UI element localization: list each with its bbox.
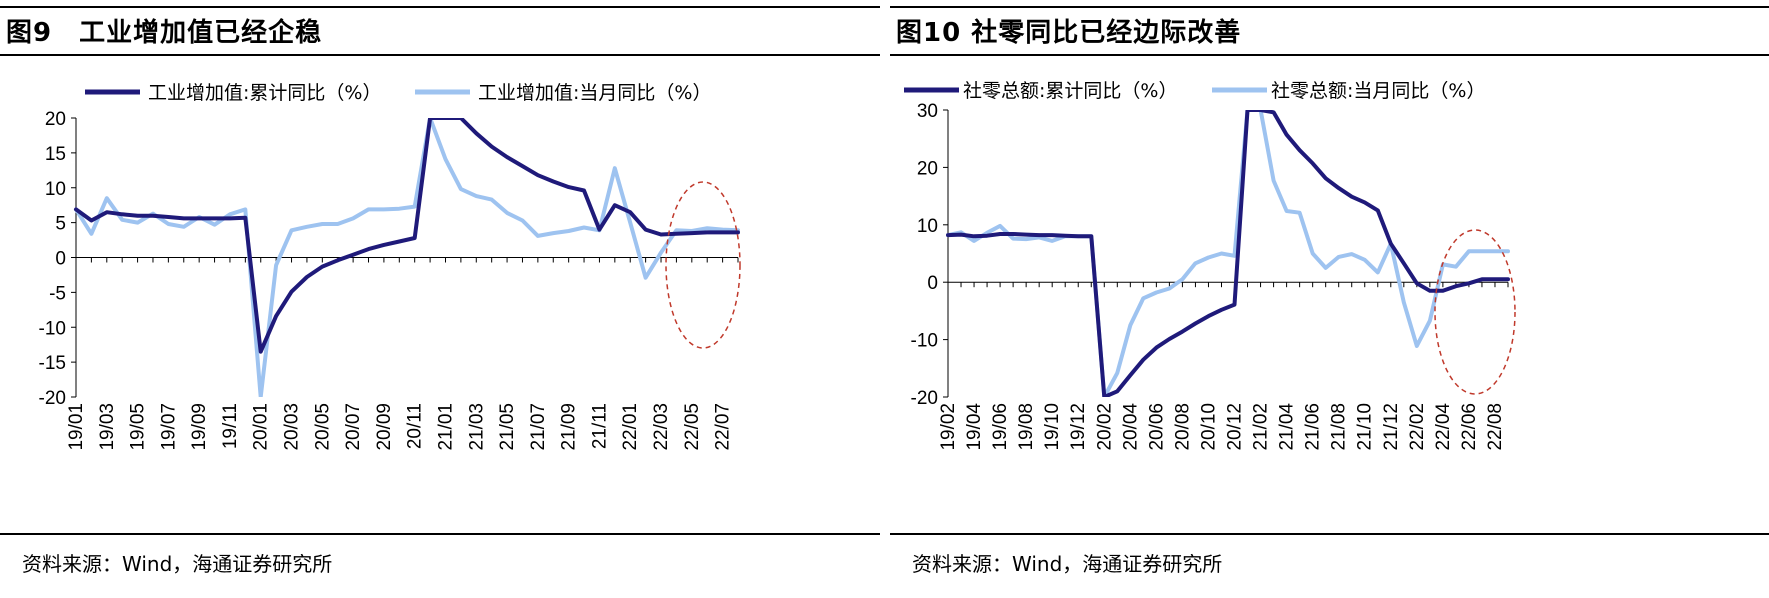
y-tick-label: 20 (917, 158, 938, 179)
legend-label: 工业增加值:当月同比（%） (478, 82, 711, 104)
x-tick-label: 20/08 (1172, 403, 1193, 451)
x-tick-label: 19/07 (158, 403, 179, 451)
source-note: 资料来源：Wind，海通证券研究所 (22, 552, 333, 576)
x-tick-label: 21/10 (1355, 403, 1376, 451)
x-tick-label: 19/08 (1016, 403, 1037, 451)
x-tick-label: 21/11 (589, 403, 610, 449)
x-tick-label: 19/06 (990, 403, 1011, 451)
x-tick-label: 20/10 (1198, 403, 1219, 451)
series-line-cumulative (946, 110, 1510, 397)
chart-title: 图9 工业增加值已经企稳 (6, 18, 323, 48)
y-tick-label: 0 (55, 249, 66, 270)
title-rule (0, 54, 880, 56)
legend-label: 社零总额:累计同比（%） (963, 80, 1177, 102)
x-tick-label: 21/02 (1251, 403, 1272, 451)
y-tick-label: -5 (49, 283, 66, 304)
y-tick-label: 10 (45, 179, 66, 200)
x-tick-label: 19/05 (128, 403, 149, 451)
x-tick-label: 20/12 (1225, 403, 1246, 451)
x-tick-label: 19/04 (964, 403, 985, 451)
legend-label: 工业增加值:累计同比（%） (148, 82, 381, 104)
bottom-rule (890, 533, 1769, 535)
x-tick-label: 21/03 (466, 403, 487, 451)
x-tick-label: 21/12 (1381, 403, 1402, 451)
y-tick-label: 0 (927, 273, 938, 294)
y-tick-label: -20 (911, 388, 938, 409)
x-tick-label: 19/11 (220, 403, 241, 449)
x-tick-label: 21/08 (1329, 403, 1350, 451)
legend-label: 社零总额:当月同比（%） (1271, 80, 1485, 102)
bottom-rule (0, 533, 880, 535)
x-tick-label: 21/06 (1303, 403, 1324, 451)
x-tick-label: 21/01 (435, 403, 456, 451)
x-tick-label: 20/04 (1120, 403, 1141, 451)
x-tick-label: 22/03 (651, 403, 672, 451)
highlight-ellipse (665, 181, 741, 349)
x-tick-label: 19/09 (189, 403, 210, 451)
x-tick-label: 20/11 (405, 403, 426, 449)
y-tick-label: 30 (917, 101, 938, 122)
x-tick-label: 22/04 (1433, 403, 1454, 451)
x-tick-label: 20/02 (1094, 403, 1115, 451)
x-tick-label: 22/01 (620, 403, 641, 451)
source-note: 资料来源：Wind，海通证券研究所 (912, 552, 1223, 576)
x-tick-label: 20/06 (1146, 403, 1167, 451)
x-tick-label: 22/02 (1407, 403, 1428, 451)
series-line-monthly (74, 118, 740, 397)
x-tick-label: 19/03 (97, 403, 118, 451)
y-tick-label: 15 (45, 144, 66, 165)
y-tick-label: -15 (39, 353, 66, 374)
y-tick-label: -10 (911, 331, 938, 352)
x-tick-label: 22/05 (682, 403, 703, 451)
y-tick-label: -10 (39, 318, 66, 339)
x-tick-label: 19/12 (1068, 403, 1089, 451)
x-tick-label: 21/05 (497, 403, 518, 451)
x-tick-label: 21/09 (559, 403, 580, 451)
chart-title: 图10 社零同比已经边际改善 (896, 18, 1242, 48)
y-tick-label: -20 (39, 388, 66, 409)
series-line-monthly (946, 110, 1510, 397)
top-rule (890, 6, 1769, 8)
x-tick-label: 21/04 (1277, 403, 1298, 451)
y-tick-label: 5 (55, 214, 66, 235)
x-tick-label: 20/01 (251, 403, 272, 451)
y-tick-label: 10 (917, 216, 938, 237)
chart-panel-industrial: 图9 工业增加值已经企稳 20 15 10 5 0 -5 -10 -15 -20 19/01 19/… (0, 0, 880, 598)
series-line-cumulative (74, 118, 740, 354)
x-tick-label: 19/02 (938, 403, 959, 451)
x-tick-label: 20/09 (374, 403, 395, 451)
x-tick-label: 19/01 (66, 403, 87, 451)
chart-panel-retail: 图10 社零同比已经边际改善 30 20 10 0 -10 -20 19/02 19/04 19… (890, 0, 1769, 598)
x-tick-label: 20/05 (312, 403, 333, 451)
x-tick-label: 21/07 (528, 403, 549, 451)
y-tick-label: 20 (45, 109, 66, 130)
highlight-ellipse (1434, 229, 1516, 395)
top-rule (0, 6, 880, 8)
x-tick-label: 22/08 (1485, 403, 1506, 451)
x-tick-label: 22/07 (713, 403, 734, 451)
x-tick-label: 22/06 (1459, 403, 1480, 451)
title-rule (890, 54, 1769, 56)
x-tick-label: 20/07 (343, 403, 364, 451)
x-tick-label: 20/03 (282, 403, 303, 451)
x-tick-label: 19/10 (1042, 403, 1063, 451)
